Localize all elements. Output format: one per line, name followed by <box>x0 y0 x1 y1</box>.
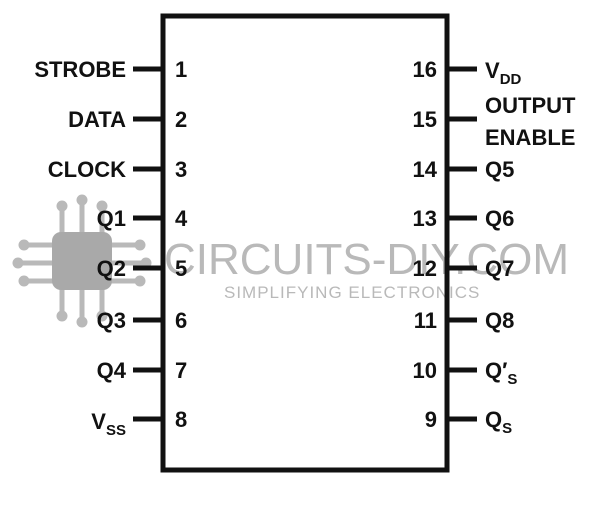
pin-15-label-line2: ENABLE <box>485 125 575 150</box>
pin-9-label: QS <box>485 407 512 437</box>
pin-14-number: 14 <box>413 157 438 182</box>
watermark-subtitle: SIMPLIFYING ELECTRONICS <box>224 283 480 302</box>
ic-package-body <box>160 13 450 473</box>
pin-16-label-sub: DD <box>500 71 522 88</box>
pin-16-number: 16 <box>413 57 437 82</box>
pin-6-label: Q3 <box>97 308 126 333</box>
pin-10-label-sub: S <box>507 371 517 388</box>
pin-9-number: 9 <box>425 407 437 432</box>
pin-11-number: 11 <box>414 308 437 333</box>
pin-3-number: 3 <box>175 157 187 182</box>
pin-1-label: STROBE <box>34 57 126 82</box>
right-pin-numbers: 16 15 14 13 12 11 10 9 <box>413 57 438 432</box>
pin-12-label: Q7 <box>485 256 514 281</box>
pin-15-label-line1: OUTPUT <box>485 93 576 118</box>
watermark-title: CIRCUITS-DIY.COM <box>164 235 569 284</box>
pin-13-number: 13 <box>413 206 437 231</box>
pin-13-label: Q6 <box>485 206 514 231</box>
pin-16-label: VDD <box>485 58 522 88</box>
right-pin-labels: VDD OUTPUT ENABLE Q5 Q6 Q7 Q8 Q′S QS <box>485 58 576 437</box>
pin-7-number: 7 <box>175 358 187 383</box>
pin-15-number: 15 <box>413 107 437 132</box>
pin-2-label: DATA <box>68 107 126 132</box>
left-pin-leads <box>133 66 163 422</box>
pin-9-label-sub: S <box>502 420 512 437</box>
pin-16-label-main: V <box>485 58 500 83</box>
pin-9-label-main: Q <box>485 407 502 432</box>
watermark: CIRCUITS-DIY.COM SIMPLIFYING ELECTRONICS <box>12 194 569 328</box>
pin-10-number: 10 <box>413 358 437 383</box>
pin-10-label-main: Q′ <box>485 358 507 383</box>
right-pin-leads <box>447 66 477 422</box>
pin-5-label: Q2 <box>97 256 126 281</box>
pin-1-number: 1 <box>175 57 187 82</box>
pin-12-number: 12 <box>413 256 437 281</box>
chip-icon <box>12 194 152 328</box>
pin-3-label: CLOCK <box>48 157 126 182</box>
pin-5-number: 5 <box>175 256 187 281</box>
pin-7-label: Q4 <box>97 358 127 383</box>
pin-10-label: Q′S <box>485 358 517 388</box>
left-pin-numbers: 1 2 3 4 5 6 7 8 <box>175 57 188 432</box>
pin-4-label: Q1 <box>97 206 126 231</box>
pin-8-label-main: V <box>91 409 106 434</box>
pin-8-label-sub: SS <box>106 422 126 439</box>
pin-8-number: 8 <box>175 407 187 432</box>
pin-4-number: 4 <box>175 206 188 231</box>
pin-11-label: Q8 <box>485 308 514 333</box>
pin-2-number: 2 <box>175 107 187 132</box>
pin-6-number: 6 <box>175 308 187 333</box>
pin-14-label: Q5 <box>485 157 514 182</box>
pin-8-label: VSS <box>91 409 126 439</box>
left-pin-labels: STROBE DATA CLOCK Q1 Q2 Q3 Q4 VSS <box>34 57 126 439</box>
